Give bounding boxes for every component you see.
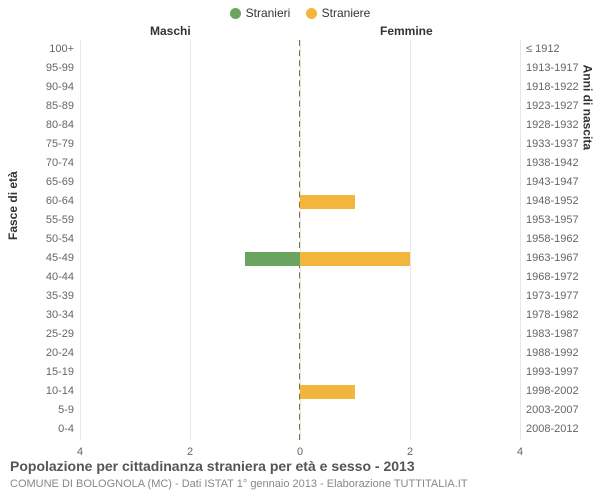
x-tick: 2 [187, 446, 193, 458]
y-tick-right: 1988-1992 [526, 347, 600, 359]
y-tick-left: 15-19 [0, 366, 74, 378]
y-tick-right: 1923-1927 [526, 100, 600, 112]
y-tick-right: 1933-1937 [526, 138, 600, 150]
bar-female [300, 252, 410, 266]
y-tick-left: 70-74 [0, 157, 74, 169]
y-tick-right: 1993-1997 [526, 366, 600, 378]
y-tick-left: 20-24 [0, 347, 74, 359]
y-tick-left: 0-4 [0, 423, 74, 435]
y-tick-left: 30-34 [0, 309, 74, 321]
y-tick-left: 85-89 [0, 100, 74, 112]
plot-area: 42024 [80, 40, 520, 440]
x-tick: 4 [77, 446, 83, 458]
age-row [80, 345, 520, 364]
y-tick-left: 80-84 [0, 119, 74, 131]
bar-male [245, 252, 300, 266]
y-tick-right: 2003-2007 [526, 404, 600, 416]
y-tick-left: 65-69 [0, 176, 74, 188]
y-tick-right: 1938-1942 [526, 157, 600, 169]
age-row [80, 211, 520, 230]
y-tick-left: 55-59 [0, 214, 74, 226]
y-tick-right: 1943-1947 [526, 176, 600, 188]
y-tick-right: 1998-2002 [526, 385, 600, 397]
y-tick-left: 75-79 [0, 138, 74, 150]
chart-title: Popolazione per cittadinanza straniera p… [10, 458, 415, 474]
y-tick-right: 1958-1962 [526, 233, 600, 245]
y-tick-left: 90-94 [0, 81, 74, 93]
legend-label-female: Straniere [322, 6, 371, 20]
population-pyramid-chart: Stranieri Straniere Maschi Femmine Fasce… [0, 0, 600, 500]
age-row [80, 40, 520, 59]
legend-item-male: Stranieri [230, 6, 291, 20]
y-tick-left: 45-49 [0, 252, 74, 264]
y-tick-left: 50-54 [0, 233, 74, 245]
y-tick-left: 10-14 [0, 385, 74, 397]
y-tick-right: 1973-1977 [526, 290, 600, 302]
y-tick-right: ≤ 1912 [526, 43, 600, 55]
age-row [80, 78, 520, 97]
age-row [80, 383, 520, 402]
age-row [80, 154, 520, 173]
swatch-female [306, 8, 317, 19]
legend: Stranieri Straniere [0, 6, 600, 22]
y-tick-right: 1913-1917 [526, 62, 600, 74]
x-tick: 2 [407, 446, 413, 458]
x-tick: 4 [517, 446, 523, 458]
grid-line [520, 40, 521, 440]
age-row [80, 326, 520, 345]
y-tick-left: 60-64 [0, 195, 74, 207]
y-tick-right: 2008-2012 [526, 423, 600, 435]
y-tick-right: 1953-1957 [526, 214, 600, 226]
bar-female [300, 195, 355, 209]
age-row [80, 97, 520, 116]
section-title-male: Maschi [150, 24, 191, 38]
age-row [80, 116, 520, 135]
age-row [80, 135, 520, 154]
y-tick-right: 1978-1982 [526, 309, 600, 321]
y-tick-left: 5-9 [0, 404, 74, 416]
y-tick-right: 1968-1972 [526, 271, 600, 283]
age-row [80, 364, 520, 383]
age-row [80, 192, 520, 211]
age-row [80, 307, 520, 326]
y-tick-right: 1928-1932 [526, 119, 600, 131]
y-tick-right: 1948-1952 [526, 195, 600, 207]
y-tick-left: 25-29 [0, 328, 74, 340]
age-row [80, 402, 520, 421]
legend-label-male: Stranieri [246, 6, 291, 20]
section-title-female: Femmine [380, 24, 433, 38]
age-row [80, 288, 520, 307]
chart-subtitle: COMUNE DI BOLOGNOLA (MC) - Dati ISTAT 1°… [10, 478, 468, 490]
age-row [80, 269, 520, 288]
age-row [80, 250, 520, 269]
y-tick-left: 100+ [0, 43, 74, 55]
legend-item-female: Straniere [306, 6, 371, 20]
age-row [80, 59, 520, 78]
y-tick-right: 1963-1967 [526, 252, 600, 264]
bar-female [300, 385, 355, 399]
y-tick-right: 1983-1987 [526, 328, 600, 340]
age-row [80, 230, 520, 249]
swatch-male [230, 8, 241, 19]
y-tick-left: 35-39 [0, 290, 74, 302]
x-tick: 0 [297, 446, 303, 458]
y-tick-right: 1918-1922 [526, 81, 600, 93]
y-tick-left: 40-44 [0, 271, 74, 283]
age-row [80, 173, 520, 192]
y-tick-left: 95-99 [0, 62, 74, 74]
age-row [80, 421, 520, 440]
